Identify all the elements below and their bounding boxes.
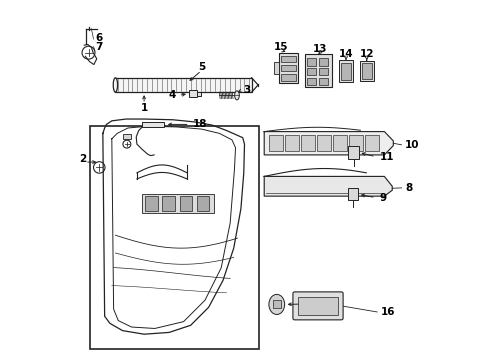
Text: 4: 4	[168, 90, 175, 100]
Bar	[280, 55, 296, 62]
Bar	[348, 145, 358, 159]
Text: 7: 7	[95, 42, 102, 51]
Bar	[162, 197, 175, 211]
Bar	[188, 90, 196, 97]
Text: 2: 2	[80, 154, 86, 164]
Text: 17: 17	[315, 299, 329, 309]
Text: 15: 15	[273, 42, 288, 51]
Bar	[284, 135, 298, 151]
Text: 14: 14	[338, 49, 352, 59]
FancyBboxPatch shape	[292, 292, 343, 320]
Bar	[359, 60, 373, 81]
Bar	[145, 197, 158, 211]
Text: 5: 5	[198, 62, 204, 72]
Bar	[123, 134, 131, 139]
Bar	[268, 135, 282, 151]
Bar	[90, 126, 258, 348]
Text: 1: 1	[140, 103, 147, 113]
Bar	[316, 135, 330, 151]
Bar	[306, 58, 316, 66]
Text: 18: 18	[192, 120, 206, 129]
Bar	[274, 62, 278, 74]
Text: 16: 16	[380, 307, 394, 317]
Ellipse shape	[113, 78, 117, 92]
Bar	[298, 297, 337, 315]
Text: 3: 3	[244, 85, 250, 95]
Bar	[278, 53, 298, 83]
Bar	[272, 301, 280, 309]
Bar	[340, 63, 350, 80]
Bar	[115, 78, 251, 92]
Bar	[142, 194, 214, 213]
Bar	[306, 78, 316, 85]
Ellipse shape	[268, 294, 284, 315]
Bar	[300, 135, 314, 151]
Text: 12: 12	[359, 49, 373, 59]
Ellipse shape	[234, 91, 239, 100]
Bar	[196, 197, 209, 211]
Text: 13: 13	[312, 44, 326, 54]
Bar	[332, 135, 346, 151]
Bar	[339, 60, 352, 82]
Bar	[142, 122, 163, 127]
Text: 10: 10	[405, 140, 419, 150]
Text: 6: 6	[95, 33, 102, 43]
Polygon shape	[264, 132, 392, 155]
Bar	[318, 78, 327, 85]
Text: 9: 9	[379, 193, 386, 203]
Bar	[306, 68, 316, 75]
Bar	[361, 63, 371, 79]
Bar	[318, 58, 327, 66]
Bar	[304, 54, 331, 87]
Text: 11: 11	[379, 152, 393, 162]
Text: 8: 8	[405, 183, 411, 193]
Polygon shape	[264, 176, 391, 196]
Bar	[318, 68, 327, 75]
Bar	[348, 135, 363, 151]
Bar	[280, 65, 296, 71]
Bar	[348, 188, 357, 201]
Bar	[179, 197, 192, 211]
Bar	[280, 74, 296, 81]
Bar	[365, 135, 379, 151]
Bar	[196, 92, 201, 95]
